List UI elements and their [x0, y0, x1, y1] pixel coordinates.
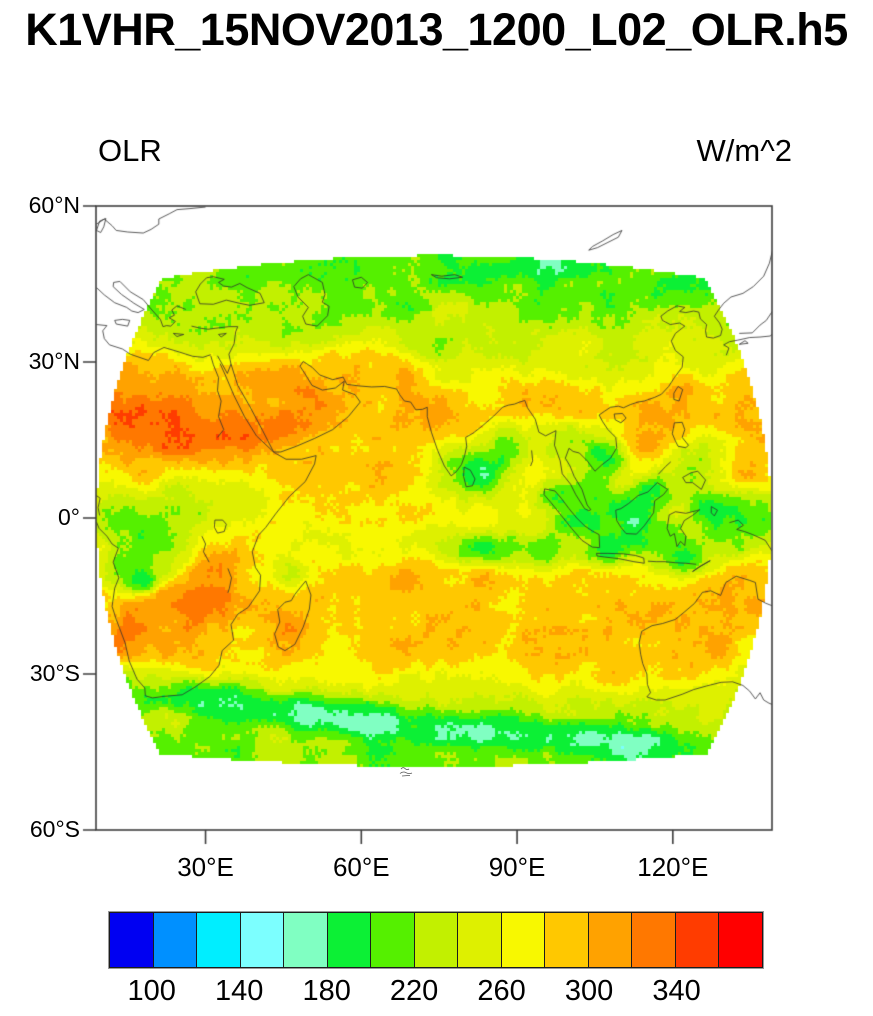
colorbar-cell [109, 912, 154, 968]
lon-tick-label: 60°E [332, 852, 390, 882]
colorbar-cell [283, 912, 328, 968]
colorbar-cell [152, 912, 198, 968]
colorbar-cell [718, 912, 763, 968]
stray-mark [399, 767, 413, 777]
field-label: OLR [98, 133, 162, 168]
colorbar-cell [587, 912, 633, 968]
colorbar-tick-label: 300 [564, 975, 614, 1007]
colorbar-cell [674, 912, 720, 968]
colorbar-cell [500, 912, 546, 968]
file-title: K1VHR_15NOV2013_1200_L02_OLR.h5 [25, 4, 848, 55]
lon-tick-label: 90°E [488, 852, 546, 882]
units-label: W/m^2 [696, 133, 792, 168]
colorbar-cell [631, 912, 676, 968]
colorbar-cell [370, 912, 415, 968]
colorbar-cell [413, 912, 459, 968]
colorbar-tick-label: 260 [477, 975, 526, 1007]
colorbar-cell [196, 912, 241, 968]
colorbar-tick-label: 140 [214, 975, 264, 1007]
lat-tick-label: 60°S [29, 816, 80, 842]
colorbar-cell [239, 912, 285, 968]
colorbar-tick-label: 220 [389, 975, 439, 1007]
colorbar-cell [457, 912, 502, 968]
lat-tick-label: 60°N [28, 192, 80, 218]
lon-tick-label: 120°E [637, 852, 709, 882]
lat-tick-label: 30°N [28, 348, 80, 374]
colorbar-cell [544, 912, 589, 968]
lon-tick-label: 30°E [177, 852, 234, 882]
colorbar-tick-label: 340 [652, 975, 701, 1007]
colorbar [108, 911, 764, 969]
colorbar-tick-label: 180 [302, 975, 351, 1007]
lat-tick-label: 30°S [29, 660, 80, 686]
colorbar-tick-label: 100 [127, 975, 176, 1007]
colorbar-cell [326, 912, 372, 968]
lat-tick-label: 0° [58, 504, 80, 530]
